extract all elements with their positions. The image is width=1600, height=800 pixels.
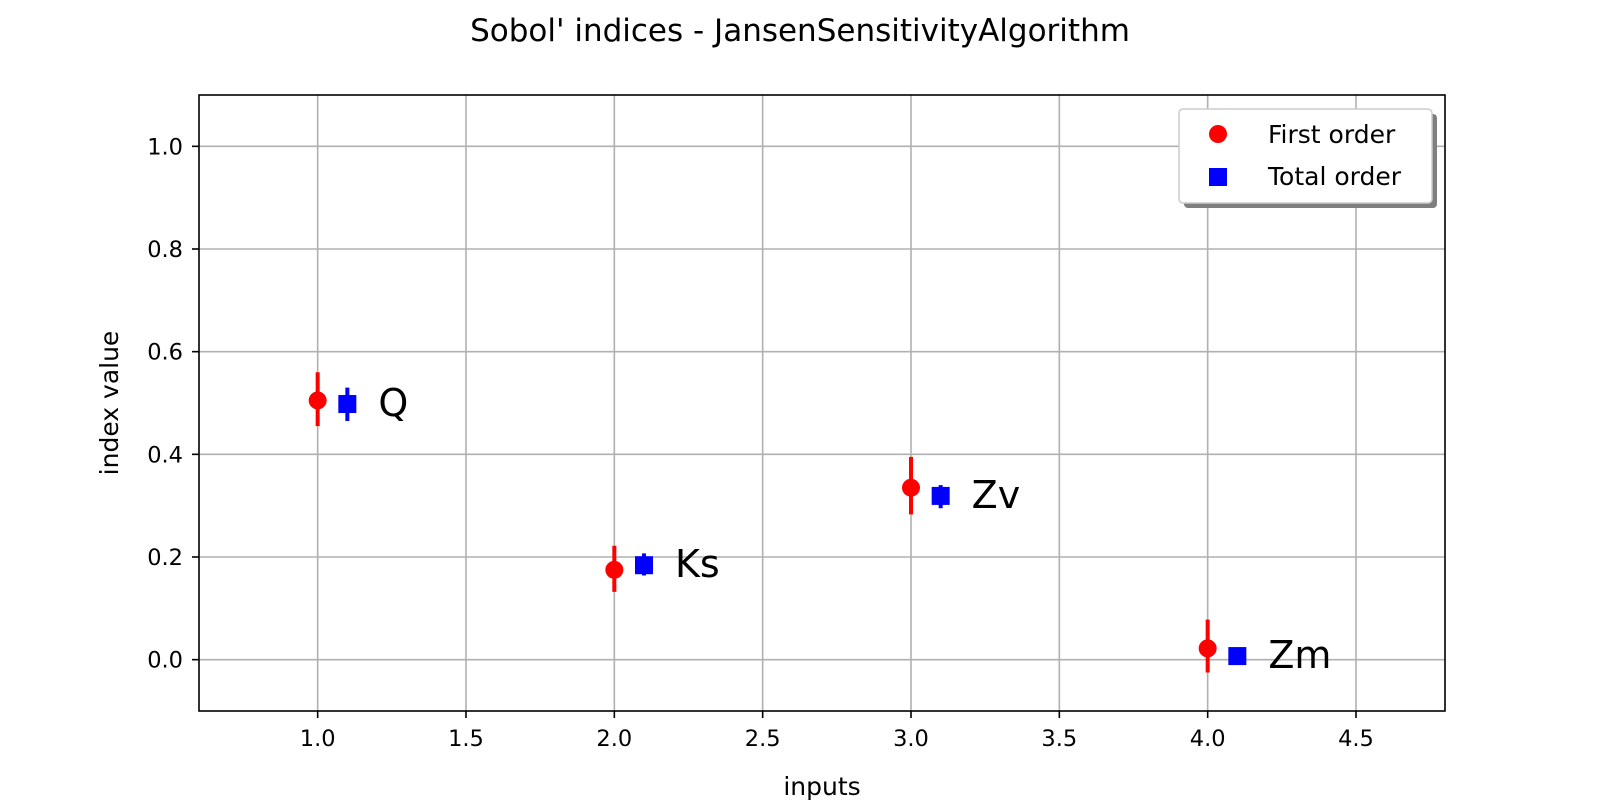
legend-marker-first-order	[1209, 125, 1227, 143]
x-tick-label: 4.0	[1190, 726, 1226, 752]
y-axis-ticks: 0.0 0.2 0.4 0.6 0.8 1.0	[147, 134, 199, 674]
y-tick-label: 1.0	[147, 134, 183, 160]
x-tick-label: 3.0	[893, 726, 929, 752]
x-axis-label: inputs	[783, 772, 860, 800]
x-tick-label: 2.5	[745, 726, 781, 752]
legend: First order Total order	[1178, 108, 1437, 208]
y-axis-label: index value	[95, 331, 124, 476]
data-point-total-order	[338, 395, 357, 414]
input-label: Zm	[1268, 633, 1331, 677]
x-tick-label: 1.0	[300, 726, 336, 752]
x-axis-ticks: 1.0 1.5 2.0 2.5 3.0 3.5 4.0 4.5	[300, 711, 1374, 752]
legend-label-total-order: Total order	[1267, 162, 1402, 191]
data-series	[308, 372, 1247, 673]
data-point-first-order	[605, 560, 624, 579]
legend-marker-total-order	[1209, 168, 1227, 186]
series-total-order	[338, 387, 1247, 666]
y-tick-label: 0.2	[147, 545, 183, 571]
data-point-first-order	[308, 391, 327, 410]
input-label: Zv	[972, 473, 1021, 517]
legend-box	[1178, 108, 1433, 204]
x-tick-label: 2.0	[596, 726, 632, 752]
series-first-order	[308, 372, 1217, 673]
x-tick-label: 1.5	[448, 726, 484, 752]
y-tick-label: 0.4	[147, 442, 183, 468]
data-point-first-order	[1198, 639, 1217, 658]
y-tick-label: 0.0	[147, 648, 183, 674]
input-label: Q	[378, 381, 408, 425]
data-point-first-order	[902, 478, 920, 497]
y-tick-label: 0.6	[147, 340, 183, 366]
input-label: Ks	[675, 542, 720, 586]
legend-label-first-order: First order	[1268, 120, 1396, 149]
data-point-total-order	[1228, 647, 1247, 666]
y-tick-label: 0.8	[147, 237, 183, 263]
data-point-total-order	[931, 486, 950, 505]
data-point-total-order	[635, 556, 653, 575]
x-tick-label: 3.5	[1041, 726, 1077, 752]
point-labels: Q Ks Zv Zm	[378, 381, 1331, 677]
x-tick-label: 4.5	[1338, 726, 1374, 752]
plot-area-frame	[198, 94, 1446, 712]
chart-title: Sobol' indices - JansenSensitivityAlgori…	[470, 13, 1130, 49]
